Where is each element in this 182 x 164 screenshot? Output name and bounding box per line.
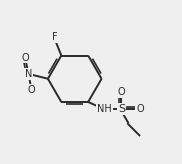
- Text: O: O: [118, 87, 125, 97]
- Text: N: N: [25, 69, 32, 79]
- Text: F: F: [52, 32, 58, 42]
- Text: NH: NH: [97, 104, 112, 114]
- Text: O: O: [136, 104, 144, 114]
- Text: S: S: [118, 104, 125, 114]
- Text: O: O: [21, 53, 29, 63]
- Text: O: O: [28, 85, 35, 95]
